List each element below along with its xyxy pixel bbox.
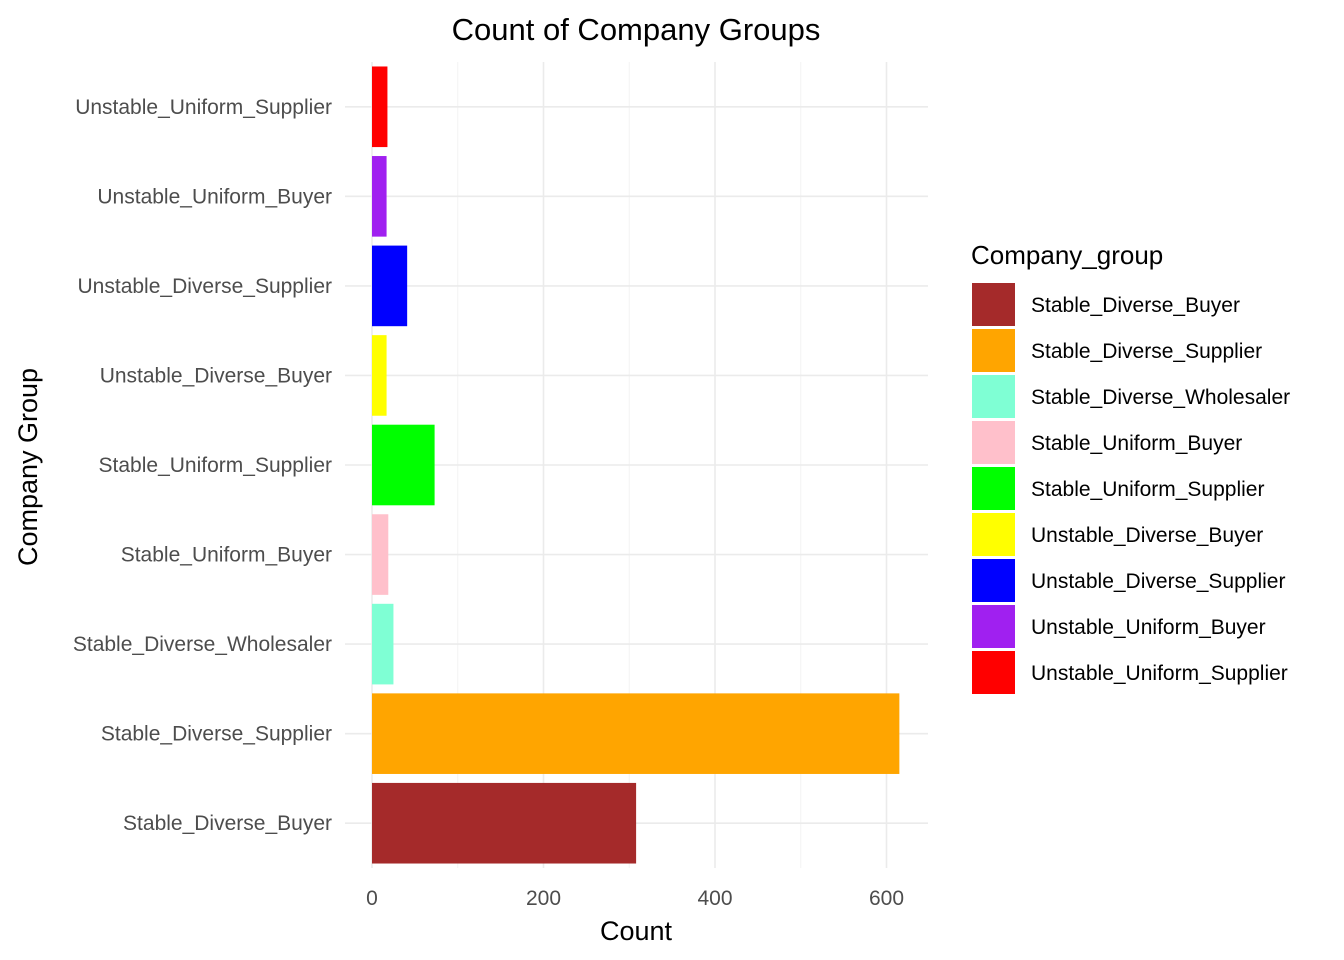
legend-label: Unstable_Diverse_Buyer: [1031, 524, 1263, 547]
x-axis-tick-labels: 0 200 400 600: [366, 887, 904, 910]
legend-label: Stable_Diverse_Buyer: [1031, 294, 1240, 317]
y-tick-label: Stable_Uniform_Supplier: [99, 454, 332, 477]
legend-label: Unstable_Diverse_Supplier: [1031, 570, 1285, 593]
legend-label: Stable_Diverse_Wholesaler: [1031, 386, 1290, 409]
legend-swatch: [972, 651, 1015, 694]
legend-items: Stable_Diverse_Buyer Stable_Diverse_Suppl…: [972, 283, 1290, 694]
legend-swatch: [972, 605, 1015, 648]
y-tick-label: Unstable_Diverse_Buyer: [100, 364, 332, 387]
x-tick-label: 200: [526, 887, 561, 910]
bar-stable-uniform-supplier: [372, 424, 435, 506]
bar-stable-uniform-buyer: [372, 514, 389, 595]
legend-label: Unstable_Uniform_Supplier: [1031, 662, 1288, 685]
bars: [372, 66, 900, 864]
y-tick-label: Stable_Diverse_Wholesaler: [73, 633, 332, 656]
legend-swatch: [972, 283, 1015, 326]
legend: Company_group Stable_Diverse_BuyerStable…: [971, 240, 1290, 694]
bar-stable-diverse-supplier: [372, 693, 900, 774]
x-axis-title: Count: [600, 916, 673, 946]
bar-unstable-diverse-buyer: [372, 335, 387, 416]
legend-swatch: [972, 329, 1015, 372]
legend-swatch: [972, 559, 1015, 602]
bar-stable-diverse-buyer: [372, 782, 637, 864]
y-tick-label: Unstable_Diverse_Supplier: [78, 275, 332, 298]
legend-title: Company_group: [971, 240, 1163, 270]
legend-label: Stable_Diverse_Supplier: [1031, 340, 1262, 363]
grid: [345, 62, 928, 868]
y-tick-label: Stable_Diverse_Supplier: [101, 723, 332, 746]
bar-unstable-uniform-buyer: [372, 156, 387, 237]
x-tick-label: 600: [869, 887, 904, 910]
x-tick-label: 0: [366, 887, 378, 910]
legend-swatch: [972, 467, 1015, 510]
y-tick-label: Unstable_Uniform_Buyer: [97, 185, 332, 208]
legend-label: Stable_Uniform_Buyer: [1031, 432, 1242, 455]
legend-swatch: [972, 375, 1015, 418]
bar-stable-diverse-wholesaler: [372, 603, 394, 685]
legend-label: Stable_Uniform_Supplier: [1031, 478, 1264, 501]
legend-label: Unstable_Uniform_Buyer: [1031, 616, 1266, 639]
y-tick-label: Unstable_Uniform_Supplier: [75, 96, 332, 119]
y-axis-title: Company Group: [13, 368, 43, 566]
chart-title: Count of Company Groups: [452, 12, 821, 47]
bar-unstable-uniform-supplier: [372, 66, 388, 148]
legend-swatch: [972, 513, 1015, 556]
bar-unstable-diverse-supplier: [372, 245, 408, 327]
y-axis-tick-labels: Stable_Diverse_Buyer Stable_Diverse_Suppl…: [73, 96, 332, 835]
x-tick-label: 400: [697, 887, 732, 910]
legend-swatch: [972, 421, 1015, 464]
y-tick-label: Stable_Diverse_Buyer: [123, 812, 332, 835]
y-tick-label: Stable_Uniform_Buyer: [121, 544, 332, 567]
